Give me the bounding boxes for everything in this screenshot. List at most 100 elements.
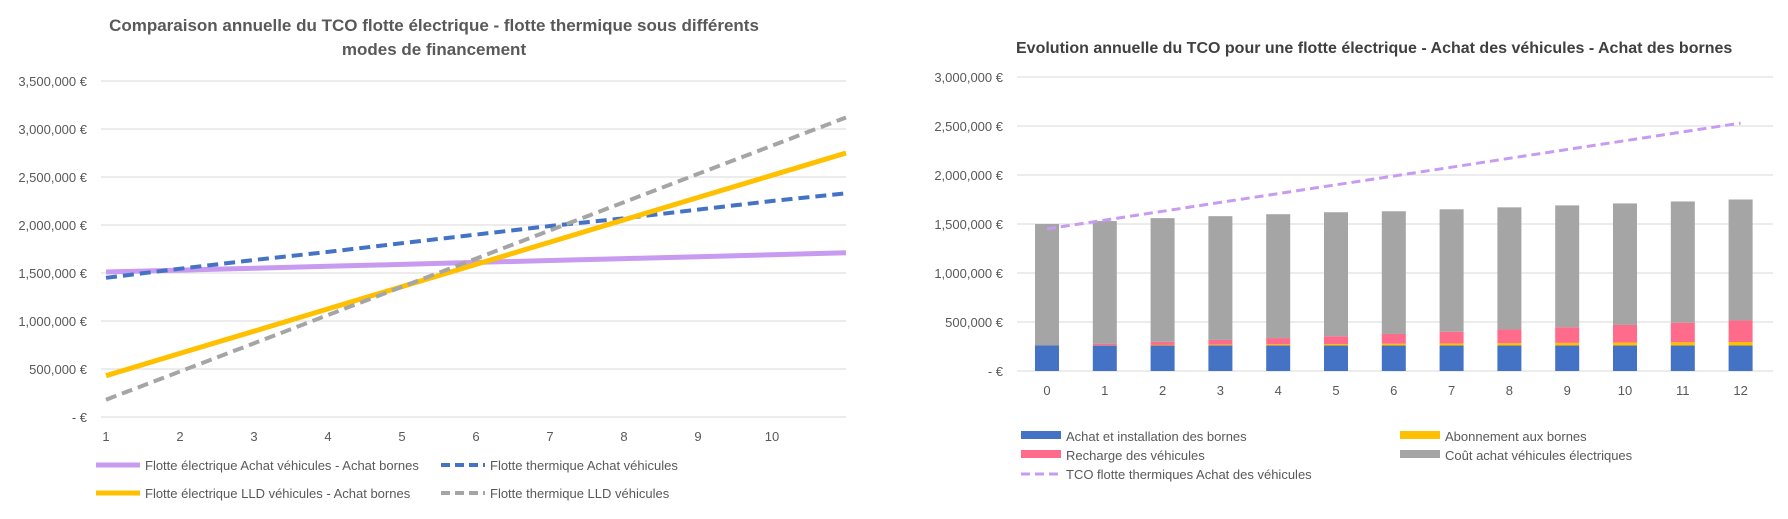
chart1-series-line-2 [105,191,847,280]
chart2-line [1046,121,1741,231]
chart2-bar-segment-4 [1035,224,1059,346]
chart1-y-tick-label: 1,500,000 € [18,266,87,281]
chart1-x-tick-label: 9 [694,429,701,444]
tco-evolution-chart: Evolution annuelle du TCO pour une flott… [934,40,1773,482]
chart2-bar-segment-1 [1497,345,1522,371]
chart2-bar-segment-1 [1208,345,1233,371]
chart2-bar-segment-1 [1092,345,1117,371]
chart2-legend-swatch-2 [1400,431,1440,439]
chart2-legend-label-line: TCO flotte thermiques Achat des véhicule… [1066,467,1312,482]
chart2-bar-segment-4 [1613,203,1637,325]
chart1-legend-label-3: Flotte électrique LLD véhicules - Achat … [145,486,411,501]
chart1-x-tick-label: 7 [546,429,553,444]
chart2-bars [1035,199,1753,371]
chart2-bar-segment-4 [1497,207,1522,330]
chart2-bar-segment-4 [1150,218,1175,342]
chart2-x-axis: 0 1 2 3 4 5 6 7 8 9 10 11 12 [1043,383,1747,398]
chart1-x-axis: 1 2 3 4 5 6 7 8 9 10 [102,429,779,444]
chart2-y-tick-label: 1,500,000 € [934,217,1003,232]
chart2-y-tick-label: 2,500,000 € [934,119,1003,134]
chart2-bar-segment-3 [1728,320,1753,342]
chart2-bar-segment-4 [1670,201,1695,323]
chart2-bar-segment-3 [1092,343,1117,346]
chart2-bar-segment-1 [1035,345,1059,371]
chart1-gridlines [101,80,846,418]
chart2-x-tick-label: 9 [1564,383,1571,398]
chart2-bar-segment-4 [1555,205,1580,328]
chart2-bar-segment-4 [1092,221,1117,344]
chart1-y-tick-label: - € [72,410,88,425]
chart1-series-line-4 [105,115,847,402]
chart2-x-tick-label: 6 [1390,383,1397,398]
chart2-x-tick-label: 7 [1448,383,1455,398]
chart2-bar-segment-1 [1728,345,1753,371]
chart2-bar-segment-1 [1670,345,1695,371]
chart2-bar-segment-2 [1208,344,1233,346]
chart2-bar-segment-3 [1266,338,1291,345]
chart2-bar-segment-2 [1613,342,1637,346]
chart2-bar-segment-1 [1439,345,1464,371]
chart1-legend: Flotte électrique Achat véhicules - Acha… [96,458,678,501]
chart2-bar-segment-4 [1381,211,1406,334]
chart1-y-tick-label: 1,000,000 € [18,314,87,329]
chart1-x-tick-label: 3 [250,429,257,444]
chart1-x-tick-label: 1 [102,429,109,444]
chart1-y-tick-label: 2,000,000 € [18,218,87,233]
chart2-bar-segment-3 [1439,331,1464,344]
chart1-legend-label-4: Flotte thermique LLD véhicules [490,486,670,501]
chart1-title-line2: modes de financement [342,40,527,59]
chart2-bar-segment-1 [1613,345,1637,371]
chart1-y-axis: - € 500,000 € 1,000,000 € 1,500,000 € 2,000,… [18,74,87,425]
chart2-x-tick-label: 3 [1217,383,1224,398]
chart2-bar-segment-4 [1439,209,1464,332]
chart2-bar-segment-3 [1670,322,1695,343]
chart2-y-tick-label: 3,000,000 € [934,70,1003,85]
chart2-bar-segment-4 [1266,214,1291,339]
chart2-bar-segment-3 [1497,329,1522,344]
chart2-bar-segment-4 [1208,216,1233,340]
chart1-y-tick-label: 500,000 € [29,362,88,377]
chart1-x-tick-label: 8 [620,429,627,444]
chart2-bar-segment-1 [1150,345,1175,371]
chart1-series-line-3 [105,150,847,379]
chart2-legend-swatch-3 [1021,450,1061,458]
chart2-legend-swatch-1 [1021,431,1061,439]
chart2-title: Evolution annuelle du TCO pour une flott… [1016,40,1732,57]
chart1-x-tick-label: 5 [398,429,405,444]
chart2-bar-segment-4 [1324,212,1348,337]
chart2-legend: Achat et installation des bornes Abonneme… [1021,429,1633,482]
chart2-x-tick-label: 11 [1676,383,1690,398]
chart2-bar-segment-2 [1728,341,1753,346]
chart2-bar-segment-2 [1670,342,1695,346]
chart2-bar-segment-3 [1324,336,1348,345]
chart2-legend-swatch-4 [1400,450,1440,458]
chart2-x-tick-label: 5 [1332,383,1339,398]
chart1-legend-label-1: Flotte électrique Achat véhicules - Acha… [145,458,419,473]
chart1-y-tick-label: 2,500,000 € [18,170,87,185]
chart1-x-tick-label: 4 [324,429,331,444]
chart1-series [105,115,847,402]
chart2-bar-segment-2 [1324,344,1348,346]
chart2-y-tick-label: 2,000,000 € [934,168,1003,183]
chart2-legend-label-1: Achat et installation des bornes [1066,429,1247,444]
chart2-legend-label-3: Recharge des véhicules [1066,448,1205,463]
chart2-bar-segment-1 [1266,345,1291,371]
chart2-bar-segment-2 [1439,343,1464,346]
chart2-bar-segment-2 [1555,342,1580,346]
chart2-bar-segment-2 [1497,343,1522,346]
chart2-x-tick-label: 1 [1101,383,1108,398]
chart2-bar-segment-3 [1150,341,1175,345]
chart2-bar-segment-3 [1208,339,1233,345]
chart1-x-tick-label: 10 [765,429,779,444]
chart2-y-tick-label: 1,000,000 € [934,266,1003,281]
chart1-y-tick-label: 3,500,000 € [18,74,87,89]
chart2-x-tick-label: 10 [1618,383,1632,398]
chart2-x-tick-label: 8 [1506,383,1513,398]
chart2-bar-segment-3 [1381,333,1406,344]
chart2-legend-label-2: Abonnement aux bornes [1445,429,1587,444]
chart2-bar-segment-1 [1324,345,1348,371]
chart2-bar-segment-3 [1555,327,1580,343]
chart2-y-axis: - € 500,000 € 1,000,000 € 1,500,000 € 2,000,… [934,70,1003,379]
chart2-y-tick-label: - € [988,364,1004,379]
